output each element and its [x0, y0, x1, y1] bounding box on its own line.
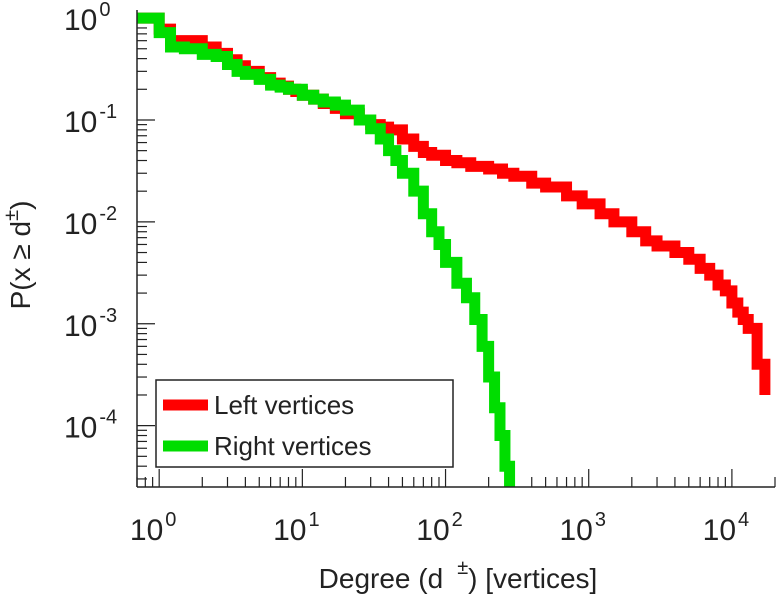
legend: Left vertices Right vertices	[155, 379, 454, 468]
x-tick-label: 10 4	[703, 509, 750, 547]
x-tick-label: 10 1	[273, 509, 320, 547]
legend-label-left: Left vertices	[214, 390, 354, 420]
legend-box	[155, 379, 454, 468]
x-axis-title: Degree (d ±) [vertices]	[319, 557, 598, 594]
tick-labels: 10 0 10 1 10 2 10 3 10 4 10 0 10 -1 10 -2 10 -3 10 -4	[64, 0, 749, 547]
axes	[136, 10, 775, 488]
legend-label-right: Right vertices	[214, 431, 372, 461]
series-line-left-vertices	[137, 12, 771, 395]
y-tick-label: 10 -4	[64, 407, 117, 445]
y-axis-title: P(x ≥ d±)	[1, 201, 36, 310]
y-tick-label: 10 0	[64, 0, 111, 37]
series-line-right-vertices	[137, 12, 516, 487]
y-tick-label: 10 -2	[64, 203, 117, 241]
series-layer	[137, 12, 771, 487]
x-tick-label: 10 0	[130, 509, 177, 547]
x-tick-label: 10 2	[416, 509, 463, 547]
y-tick-label: 10 -1	[64, 101, 117, 139]
y-tick-label: 10 -3	[64, 305, 117, 343]
x-tick-label: 10 3	[559, 509, 606, 547]
